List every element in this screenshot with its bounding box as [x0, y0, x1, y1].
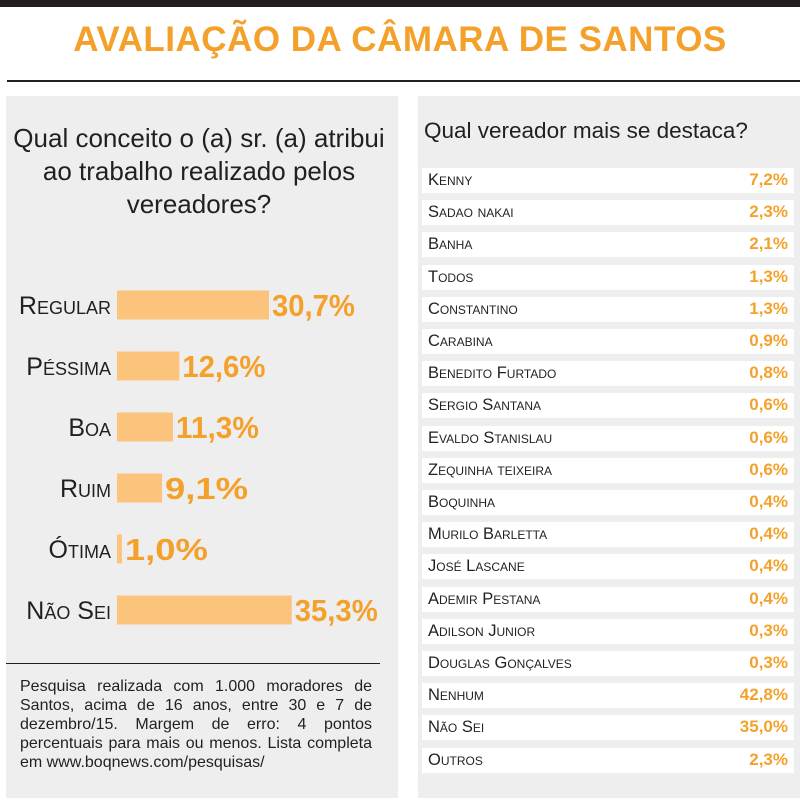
councilor-name: Banha [428, 235, 473, 254]
table-row: Constantino 1,3% [422, 296, 794, 322]
councilor-percent: 1,3% [749, 298, 788, 318]
rating-bar-chart: Regular 30,7% Péssima 12,6% Boa 11,3% Ruim 9,1%… [19, 288, 378, 628]
councilor-percent: 0,3% [749, 653, 788, 672]
table-row: Sadao nakai 2,3% [422, 200, 794, 226]
survey-note: Pesquisa realizada com 1.000 moradores d… [20, 678, 372, 771]
councilor-percent: 42,8% [739, 685, 788, 705]
top-bar [0, 0, 800, 7]
bar [117, 595, 292, 625]
bar-value-label: 12,6% [182, 349, 265, 384]
table-row: José Lascane 0,4% [422, 554, 794, 580]
councilor-percent: 2,1% [749, 234, 788, 254]
bar-category-label: Não Sei [26, 597, 111, 625]
bar-value-label: 30,7% [272, 288, 355, 323]
councilor-name: José Lascane [428, 557, 525, 576]
councilor-name: Todos [428, 267, 474, 286]
bar [117, 351, 180, 381]
councilor-percent: 0,8% [749, 363, 788, 383]
table-row: Nenhum 42,8% [422, 683, 794, 709]
councilor-name: Kenny [428, 171, 473, 189]
councilor-percent: 35,0% [739, 717, 788, 737]
table-row: Outros 2,3% [422, 747, 794, 773]
bar-category-label: Ótima [49, 535, 111, 564]
right-question: Qual vereador mais se destaca? [424, 118, 748, 143]
table-row: Não Sei 35,0% [422, 715, 794, 741]
councilor-name: Sadao nakai [428, 203, 514, 222]
councilor-percent: 1,3% [749, 266, 788, 286]
councilor-percent: 0,9% [749, 331, 788, 350]
table-row: Todos 1,3% [422, 264, 794, 290]
bar [117, 534, 122, 564]
table-row: Kenny 7,2% [422, 168, 794, 193]
bar [117, 473, 163, 503]
title-divider [7, 80, 800, 82]
councilor-name: Constantino [428, 299, 518, 318]
table-row: Adilson Junior 0,3% [422, 618, 794, 644]
councilor-name: Nenhum [428, 686, 484, 705]
councilor-percent: 0,4% [749, 524, 788, 544]
table-row: Banha 2,1% [422, 232, 794, 258]
bar-value-label: 1,0% [125, 532, 208, 567]
table-row: Sergio Santana 0,6% [422, 393, 794, 419]
bar-value-label: 11,3% [176, 410, 259, 445]
table-row: Benedito Furtado 0,8% [422, 361, 794, 387]
councilor-name: Sergio Santana [428, 396, 542, 415]
bar [117, 412, 173, 442]
table-row: Zequinha teixeira 0,6% [422, 457, 794, 483]
page-title: AVALIAÇÃO DA CÂMARA DE SANTOS [73, 20, 727, 59]
councilor-name: Outros [428, 750, 483, 769]
councilor-name: Murilo Barletta [428, 525, 548, 544]
note-divider [6, 663, 380, 664]
table-row: Ademir Pestana 0,4% [422, 586, 794, 612]
bar-category-label: Regular [19, 292, 111, 320]
councilor-percent: 0,4% [749, 492, 788, 511]
bar-category-label: Boa [68, 414, 111, 442]
table-row: Murilo Barletta 0,4% [422, 522, 794, 548]
table-row: Evaldo Stanislau 0,6% [422, 425, 794, 451]
bar-category-label: Ruim [60, 475, 111, 503]
councilor-percent: 2,3% [749, 202, 788, 222]
councilor-percent: 0,6% [749, 427, 788, 447]
left-question: Qual conceito o (a) sr. (a) atribui ao t… [13, 123, 385, 219]
councilor-name: Adilson Junior [428, 621, 536, 640]
councilor-name: Ademir Pestana [428, 589, 541, 608]
bar [117, 290, 269, 320]
councilor-name: Não Sei [428, 718, 485, 737]
bar-value-label: 9,1% [165, 471, 248, 506]
councilor-percent: 0,6% [749, 459, 788, 479]
councilor-percent: 0,3% [749, 620, 788, 640]
table-row: Douglas Gonçalves 0,3% [422, 651, 794, 676]
table-row: Boquinha 0,4% [422, 490, 794, 515]
councilor-name: Zequinha teixeira [428, 460, 553, 479]
councilor-name: Evaldo Stanislau [428, 428, 553, 447]
councilor-name: Carabina [428, 332, 493, 350]
left-panel [6, 96, 398, 798]
councilor-name: Douglas Gonçalves [428, 654, 572, 672]
councilor-percent: 0,4% [749, 588, 788, 608]
councilor-percent: 7,2% [749, 170, 788, 189]
councilor-name: Benedito Furtado [428, 364, 557, 383]
councilor-percent: 2,3% [749, 749, 788, 769]
table-row: Carabina 0,9% [422, 329, 794, 354]
councilor-name: Boquinha [428, 493, 496, 511]
bar-value-label: 35,3% [295, 593, 378, 628]
councilor-percent: 0,6% [749, 395, 788, 415]
bar-category-label: Péssima [26, 353, 111, 381]
councilor-percent: 0,4% [749, 556, 788, 576]
